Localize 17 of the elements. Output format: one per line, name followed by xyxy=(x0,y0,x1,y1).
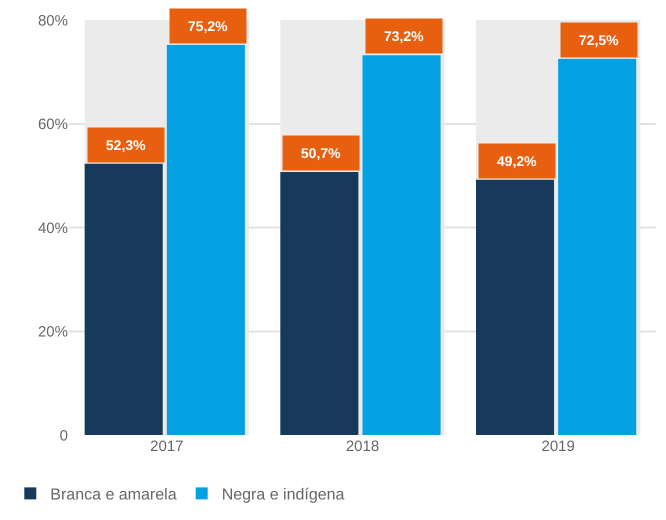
data-label: 72,5% xyxy=(578,32,620,48)
x-tick-label: 2018 xyxy=(346,438,380,455)
data-label: 50,7% xyxy=(300,145,342,161)
legend-label: Branca e amarela xyxy=(50,486,177,504)
data-label: 49,2% xyxy=(496,153,538,169)
x-tick-label: 2017 xyxy=(150,438,184,455)
y-tick-label: 60% xyxy=(38,116,68,133)
y-tick-label: 0 xyxy=(60,427,68,444)
bar xyxy=(362,55,441,435)
y-tick-label: 80% xyxy=(38,12,68,30)
x-tick-label: 2019 xyxy=(541,438,575,455)
y-tick-label: 40% xyxy=(38,220,68,237)
y-tick-label: 20% xyxy=(38,324,68,340)
legend-label: Negra e indígena xyxy=(222,486,345,504)
data-label: 73,2% xyxy=(384,28,424,44)
data-label: 52,3% xyxy=(106,137,146,153)
data-label: 75,2% xyxy=(188,18,228,34)
